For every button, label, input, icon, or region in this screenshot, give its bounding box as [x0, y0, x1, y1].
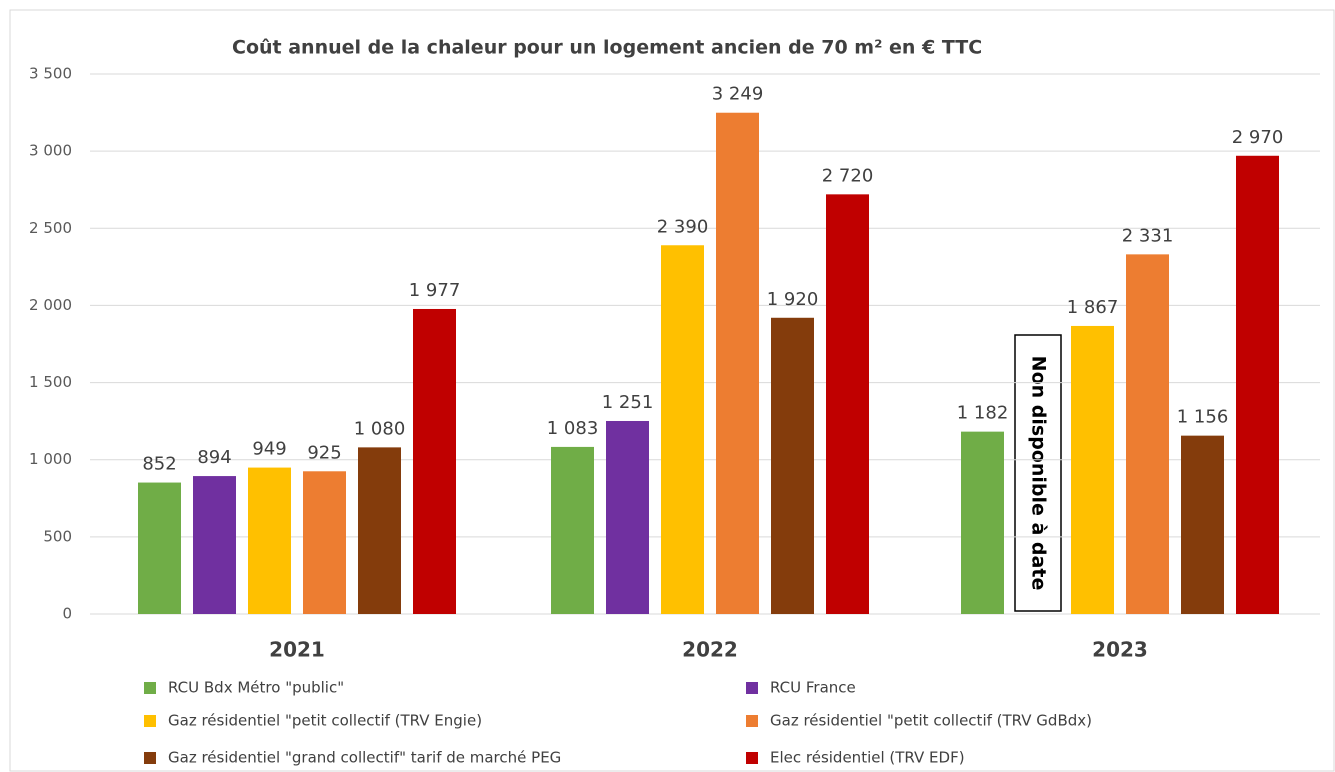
chart-title: Coût annuel de la chaleur pour un logeme…	[232, 37, 982, 59]
bar	[961, 431, 1004, 614]
value-label: 1 920	[767, 289, 819, 310]
value-label: 1 083	[547, 418, 599, 439]
bar	[1236, 155, 1279, 614]
legend-label: Gaz résidentiel "petit collectif (TRV En…	[168, 712, 482, 730]
value-label: 2 390	[657, 216, 709, 237]
bar	[1071, 325, 1114, 614]
legend-swatch	[144, 752, 156, 764]
bar	[1181, 435, 1224, 614]
y-tick-label: 500	[43, 527, 72, 545]
value-label: 1 867	[1067, 297, 1119, 318]
value-label: 1 156	[1177, 407, 1229, 428]
legend-swatch	[144, 715, 156, 727]
value-label: 1 251	[602, 392, 654, 413]
bar	[358, 447, 401, 614]
value-label: 1 977	[409, 280, 461, 301]
value-label: 2 720	[822, 165, 874, 186]
x-tick-label: 2021	[269, 638, 325, 662]
y-tick-label: 1 000	[29, 450, 72, 468]
bar	[771, 317, 814, 614]
bar	[193, 476, 236, 614]
legend-swatch	[746, 752, 758, 764]
value-label: 852	[142, 454, 176, 475]
bar	[716, 112, 759, 615]
legend-label: Gaz résidentiel "grand collectif" tarif …	[168, 749, 561, 767]
legend-swatch	[144, 682, 156, 694]
bar	[1126, 254, 1169, 615]
y-tick-label: 1 500	[29, 373, 72, 391]
x-tick-label: 2022	[682, 638, 738, 662]
legend-label: RCU France	[770, 679, 856, 697]
value-label: 1 182	[957, 403, 1009, 424]
x-tick-label: 2023	[1092, 638, 1148, 662]
bar	[248, 467, 291, 614]
value-label: 3 249	[712, 84, 764, 105]
y-tick-label: 3 500	[29, 65, 72, 83]
annotation-box	[1014, 334, 1062, 612]
bar	[413, 308, 456, 614]
bar	[826, 194, 869, 615]
y-tick-label: 0	[62, 605, 72, 623]
value-label: 925	[307, 442, 341, 463]
bar	[303, 471, 346, 614]
legend-swatch	[746, 682, 758, 694]
bar	[138, 482, 181, 614]
legend-label: Elec résidentiel (TRV EDF)	[770, 749, 965, 767]
bar	[661, 245, 704, 614]
bar	[606, 420, 649, 614]
bar	[551, 446, 594, 614]
y-tick-label: 2 000	[29, 296, 72, 314]
value-label: 894	[197, 447, 231, 468]
value-label: 1 080	[354, 418, 406, 439]
legend-label: RCU Bdx Métro "public"	[168, 679, 344, 697]
value-label: 949	[252, 439, 286, 460]
y-tick-label: 3 000	[29, 142, 72, 160]
value-label: 2 970	[1232, 127, 1284, 148]
annotation: Non disponible à date	[1028, 356, 1050, 591]
y-tick-label: 2 500	[29, 219, 72, 237]
legend-label: Gaz résidentiel "petit collectif (TRV Gd…	[770, 712, 1092, 730]
legend-swatch	[746, 715, 758, 727]
value-label: 2 331	[1122, 225, 1174, 246]
